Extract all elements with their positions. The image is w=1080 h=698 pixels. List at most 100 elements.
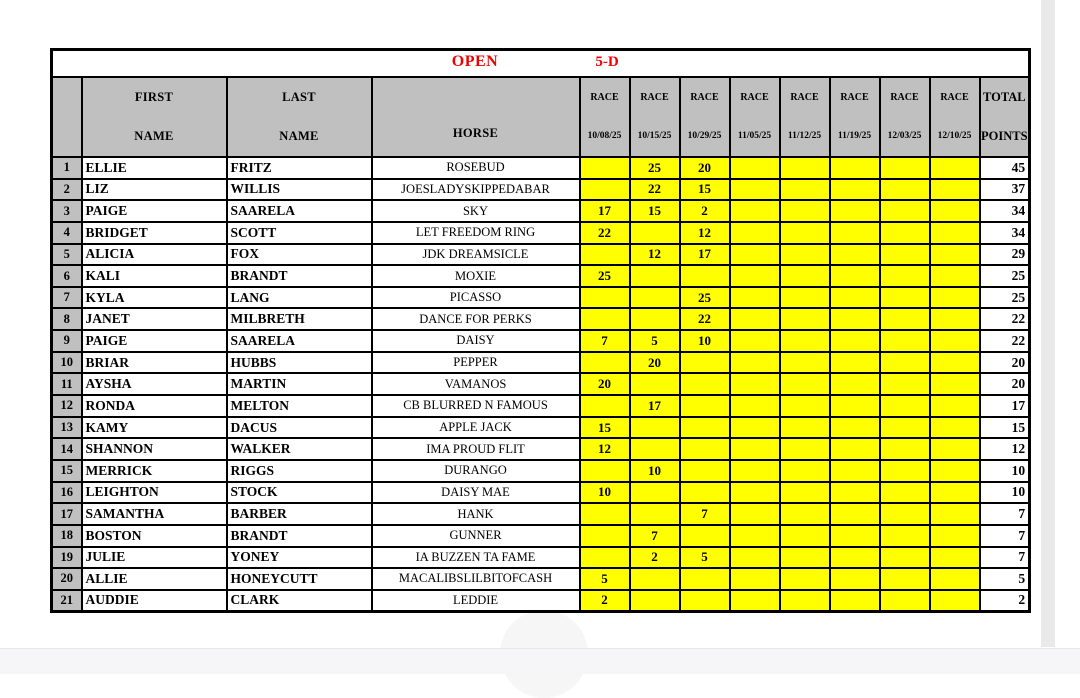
race-score-cell: 12 [678, 220, 731, 245]
race-score-cell [828, 545, 881, 570]
row-number: 19 [50, 545, 83, 570]
race-score-cell [678, 567, 731, 591]
race-score-cell [728, 437, 781, 461]
race-score-cell [878, 480, 931, 505]
first-name-cell: BOSTON [80, 523, 228, 548]
row-number: 18 [50, 523, 83, 548]
race-score-cell [678, 437, 731, 461]
horse-cell: IMA PROUD FLIT [370, 437, 581, 461]
table-row: 18 BOSTON BRANDT GUNNER 7 7 [50, 523, 1031, 548]
race-score-cell [928, 177, 981, 202]
race-score-cell [678, 350, 731, 375]
race-score-cell [578, 545, 631, 570]
race-score-cell [778, 307, 831, 332]
race-score-cell [728, 588, 781, 613]
first-header-line2: NAME [134, 129, 174, 144]
race-score-cell [878, 588, 931, 613]
race-score-cell [728, 567, 781, 591]
race-score-cell [728, 523, 781, 548]
last-name-cell: HUBBS [225, 350, 373, 375]
race-score-cell [628, 567, 681, 591]
last-name-cell: BARBER [225, 502, 373, 526]
horse-cell: DURANGO [370, 458, 581, 483]
race-score-cell [728, 220, 781, 245]
race-score-cell: 25 [578, 264, 631, 288]
last-name-cell: WALKER [225, 437, 373, 461]
race-score-cell [778, 437, 831, 461]
race-score-cell [828, 567, 881, 591]
race-score-cell [878, 567, 931, 591]
row-number: 8 [50, 307, 83, 332]
first-name-cell: RONDA [80, 394, 228, 418]
race-column-header: RACE 10/15/25 [628, 76, 681, 158]
race-score-cell [728, 480, 781, 505]
row-number: 1 [50, 156, 83, 180]
row-number: 21 [50, 588, 83, 613]
horse-cell: DANCE FOR PERKS [370, 307, 581, 332]
horse-cell: MACALIBSLILBITOFCASH [370, 567, 581, 591]
race-score-cell [678, 588, 731, 613]
total-points-cell: 45 [978, 156, 1031, 180]
vertical-scrollbar[interactable] [1041, 0, 1055, 647]
race-score-cell: 5 [678, 545, 731, 570]
race-score-cell: 17 [628, 394, 681, 418]
horse-cell: APPLE JACK [370, 415, 581, 440]
race-score-cell [878, 372, 931, 397]
race-score-cell [628, 285, 681, 310]
race-score-cell [628, 437, 681, 461]
row-number: 12 [50, 394, 83, 418]
total-points-cell: 7 [978, 523, 1031, 548]
race-score-cell [928, 523, 981, 548]
first-name-cell: ALLIE [80, 567, 228, 591]
race-score-cell [878, 394, 931, 418]
first-name-cell: BRIAR [80, 350, 228, 375]
title-row: OPEN 5-D [50, 48, 1031, 78]
race-score-cell [628, 415, 681, 440]
race-score-cell [928, 329, 981, 353]
horse-cell: MOXIE [370, 264, 581, 288]
horse-cell: JOESLADYSKIPPEDABAR [370, 177, 581, 202]
race-score-cell [728, 307, 781, 332]
race-score-cell [728, 415, 781, 440]
race-score-cell [828, 523, 881, 548]
race-header-date: 11/12/25 [787, 130, 822, 141]
first-name-cell: MERRICK [80, 458, 228, 483]
first-name-cell: JANET [80, 307, 228, 332]
race-score-cell [678, 394, 731, 418]
total-header-line1: TOTAL [983, 90, 1026, 105]
race-score-cell: 10 [628, 458, 681, 483]
race-score-cell [678, 415, 731, 440]
table-row: 3 PAIGE SAARELA SKY 17 15 2 34 [50, 199, 1031, 223]
race-score-cell [728, 372, 781, 397]
race-score-cell [878, 156, 931, 180]
race-score-cell: 17 [578, 199, 631, 223]
race-score-cell [928, 567, 981, 591]
race-column-header: RACE 11/19/25 [828, 76, 881, 158]
first-name-cell: LEIGHTON [80, 480, 228, 505]
total-points-cell: 10 [978, 480, 1031, 505]
row-number: 5 [50, 242, 83, 267]
total-points-cell: 17 [978, 394, 1031, 418]
division-title: OPEN [451, 53, 499, 70]
column-header-row: FIRST NAME LAST NAME HORSE RACE [50, 76, 1031, 158]
race-header-date: 10/29/25 [687, 130, 722, 141]
race-score-cell [728, 350, 781, 375]
table-row: 8 JANET MILBRETH DANCE FOR PERKS 22 22 [50, 307, 1031, 332]
race-score-cell [678, 264, 731, 288]
race-score-cell [678, 372, 731, 397]
race-score-cell [728, 545, 781, 570]
race-score-cell [828, 242, 881, 267]
first-name-cell: PAIGE [80, 199, 228, 223]
race-score-cell [728, 285, 781, 310]
total-points-cell: 34 [978, 199, 1031, 223]
race-score-cell [578, 502, 631, 526]
race-score-cell [728, 502, 781, 526]
race-score-cell [778, 545, 831, 570]
row-number: 16 [50, 480, 83, 505]
bottom-bar [0, 648, 1080, 674]
race-score-cell [878, 350, 931, 375]
total-points-header: TOTAL POINTS [978, 76, 1031, 158]
total-points-cell: 7 [978, 502, 1031, 526]
horse-cell: JDK DREAMSICLE [370, 242, 581, 267]
race-score-cell [878, 545, 931, 570]
